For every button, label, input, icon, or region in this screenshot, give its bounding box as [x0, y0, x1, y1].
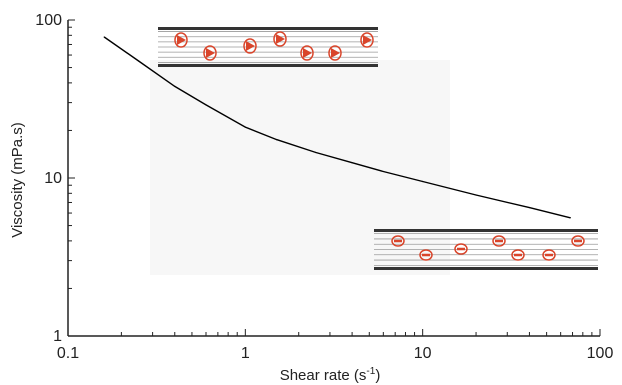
- red-cell-arrow-icon: [246, 41, 255, 51]
- plate-top: [158, 27, 378, 30]
- axis-labels: Shear rate (s-1) Viscosity (mPa.s): [9, 122, 380, 384]
- data-point: [569, 217, 571, 219]
- red-cell-icon: [391, 235, 405, 247]
- red-cell-icon: [360, 32, 374, 48]
- data-point: [351, 162, 353, 164]
- red-cell-icon: [174, 32, 188, 48]
- inset-high-shear: [374, 229, 598, 270]
- x-tick-label: 100: [587, 345, 614, 362]
- red-cell-icon: [511, 249, 525, 261]
- x-axis-label: Shear rate (s-1): [280, 366, 381, 384]
- red-cell-arrow-icon: [276, 34, 285, 44]
- red-cell-icon: [300, 45, 314, 61]
- data-point: [315, 151, 317, 154]
- background-panel: [150, 60, 450, 275]
- insets: [158, 27, 598, 270]
- data-point: [205, 104, 207, 106]
- series-group: [103, 36, 571, 219]
- red-cell-arrow-icon: [363, 35, 372, 45]
- inset-low-shear: [158, 27, 378, 67]
- data-point: [422, 180, 424, 183]
- red-cell-icon: [542, 249, 556, 261]
- plate-bottom: [158, 64, 378, 67]
- x-tick-label: 0.1: [57, 345, 79, 362]
- data-point: [137, 60, 140, 62]
- red-cell-icon: [419, 249, 433, 261]
- y-axis-label: Viscosity (mPa.s): [9, 122, 26, 238]
- data-point: [528, 206, 531, 209]
- plate-bottom: [374, 267, 598, 270]
- red-cell-icon: [328, 45, 342, 61]
- red-cell-icon: [273, 31, 287, 47]
- y-tick-label: 10: [44, 170, 62, 187]
- data-point: [244, 126, 246, 128]
- data-point: [174, 85, 176, 87]
- red-cell-icon: [492, 235, 506, 247]
- x-tick-label: 1: [241, 345, 250, 362]
- red-cell-arrow-icon: [206, 48, 215, 58]
- y-tick-label: 1: [53, 328, 62, 345]
- data-point: [475, 194, 477, 196]
- red-cell-arrow-icon: [177, 35, 186, 45]
- data-point: [275, 138, 278, 141]
- plate-top: [374, 229, 598, 232]
- red-cell-arrow-icon: [331, 48, 340, 58]
- data-point: [103, 36, 105, 38]
- red-cell-icon: [203, 45, 217, 61]
- y-tick-label: 100: [35, 12, 62, 29]
- red-cell-icon: [243, 38, 257, 54]
- red-cell-icon: [454, 243, 468, 255]
- x-tick-label: 10: [414, 345, 432, 362]
- red-cell-arrow-icon: [303, 48, 312, 58]
- data-point: [382, 170, 384, 173]
- red-cell-icon: [571, 235, 585, 247]
